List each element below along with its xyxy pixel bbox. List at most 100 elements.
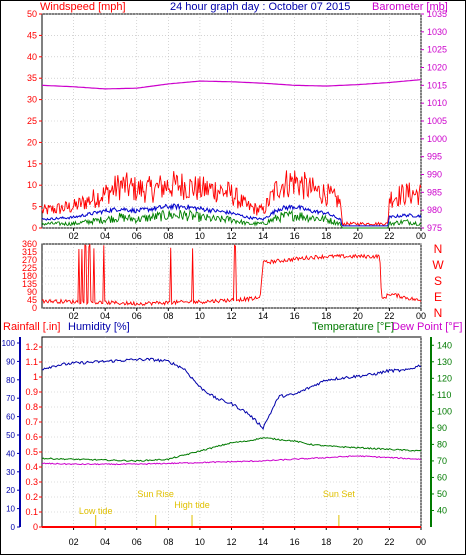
- temperature-tick-label: 80: [437, 439, 447, 449]
- temperature-label: Temperature [°F]: [312, 321, 394, 333]
- x-tick-label: 20: [353, 311, 363, 321]
- rainfall-tick-label: 0.4: [25, 462, 38, 472]
- barometer-tick-label: 1015: [427, 80, 447, 90]
- x-tick-label: 04: [100, 311, 110, 321]
- humidity-tick-label: 70: [6, 394, 15, 403]
- humidity-tick-label: 0: [11, 523, 16, 532]
- x-tick-label: 02: [69, 537, 79, 547]
- event-label: Sun Rise: [137, 489, 174, 499]
- x-tick-label: 06: [132, 537, 142, 547]
- rainfall-tick-label: 0.9: [25, 387, 38, 397]
- direction-tick-label: 0: [32, 303, 37, 313]
- humidity-tick-label: 10: [6, 505, 15, 514]
- rainfall-tick-label: 0.2: [25, 492, 38, 502]
- temperature-tick-label: 130: [437, 357, 452, 367]
- x-tick-label: 00: [416, 537, 426, 547]
- humidity-tick-label: 90: [6, 357, 15, 366]
- x-tick-label: 12: [226, 311, 236, 321]
- humidity-tick-label: 100: [2, 339, 16, 348]
- windspeed-tick-label: 25: [27, 116, 37, 126]
- humidity-tick-label: 60: [6, 413, 15, 422]
- temperature-tick-label: 110: [437, 390, 451, 400]
- dewpoint-series: [41, 455, 421, 466]
- direction-tick-label: 315: [22, 247, 37, 257]
- x-tick-label: 10: [195, 231, 205, 241]
- x-tick-label: 00: [416, 311, 426, 321]
- humidity-tick-label: 80: [6, 376, 15, 385]
- direction-tick-label: 360: [22, 239, 37, 249]
- windspeed-label: Windspeed [mph]: [40, 1, 126, 13]
- direction-tick-label: 270: [22, 255, 37, 265]
- barometer-tick-label: 995: [427, 152, 442, 162]
- temperature-series: [41, 437, 422, 463]
- x-tick-label: 08: [163, 231, 173, 241]
- x-tick-label: 04: [100, 231, 110, 241]
- wind-low-series: [41, 209, 422, 229]
- temperature-tick-label: 40: [437, 505, 447, 515]
- rainfall-label: Rainfall [.in]: [3, 321, 60, 333]
- wind-gust-series: [41, 170, 422, 227]
- rain-humidity-temperature-panel: 0 0.1 0.2 0.3 0.4 0.5 0.6 0.7 0.8 0.9 1 1.1 1.2 0 10 20…: [2, 336, 452, 547]
- rainfall-tick-label: 0.1: [25, 507, 38, 517]
- rainfall-tick-label: 0.6: [25, 432, 38, 442]
- x-tick-label: 08: [163, 311, 173, 321]
- temperature-tick-label: 100: [437, 406, 452, 416]
- x-tick-label: 16: [290, 231, 300, 241]
- barometer-tick-label: 985: [427, 187, 442, 197]
- temperature-tick-label: 140: [437, 340, 452, 350]
- x-tick-label: 22: [384, 311, 394, 321]
- temperature-tick-label: 50: [437, 489, 447, 499]
- x-tick-label: 18: [321, 231, 331, 241]
- x-tick-label: 08: [163, 537, 173, 547]
- rainfall-tick-label: 0.7: [25, 417, 38, 427]
- direction-tick-label: 180: [22, 271, 37, 281]
- rainfall-tick-label: 1.2: [25, 342, 38, 352]
- windspeed-tick-label: 20: [27, 137, 37, 147]
- barometer-tick-label: 1030: [427, 27, 447, 37]
- rainfall-tick-label: 1.1: [25, 357, 38, 367]
- temperature-tick-label: 70: [437, 456, 447, 466]
- temperature-tick-label: 90: [437, 423, 447, 433]
- windspeed-tick-label: 0: [32, 223, 37, 233]
- x-tick-label: 12: [226, 537, 236, 547]
- humidity-tick-label: 40: [6, 449, 15, 458]
- compass-label: S: [434, 274, 442, 288]
- humidity-series: [42, 357, 422, 431]
- x-tick-label: 16: [290, 311, 300, 321]
- x-tick-label: 12: [226, 231, 236, 241]
- x-tick-label: 10: [195, 537, 205, 547]
- compass-label: N: [434, 306, 443, 320]
- windspeed-tick-label: 45: [27, 30, 37, 40]
- barometer-tick-label: 980: [427, 205, 442, 215]
- x-tick-label: 22: [384, 537, 394, 547]
- barometer-tick-label: 1005: [427, 116, 447, 126]
- dewpoint-label: Dew Point [°F]: [392, 321, 462, 333]
- barometer-tick-label: 1020: [427, 63, 447, 73]
- windspeed-tick-label: 10: [27, 180, 37, 190]
- windspeed-tick-label: 50: [27, 9, 37, 19]
- direction-tick-label: 90: [27, 287, 37, 297]
- windspeed-tick-label: 30: [27, 95, 37, 105]
- x-tick-label: 16: [290, 537, 300, 547]
- x-tick-label: 10: [195, 311, 205, 321]
- barometer-label: Barometer [mb]: [372, 1, 448, 13]
- x-tick-label: 18: [321, 537, 331, 547]
- x-tick-label: 02: [69, 311, 79, 321]
- humidity-label: Humidity [%]: [68, 321, 130, 333]
- rainfall-tick-label: 0.5: [25, 447, 38, 457]
- x-tick-label: 18: [321, 311, 331, 321]
- barometer-tick-label: 1000: [427, 134, 447, 144]
- x-tick-label: 20: [353, 537, 363, 547]
- compass-label: W: [432, 258, 444, 272]
- barometer-tick-label: 1010: [427, 98, 447, 108]
- x-tick-label: 14: [258, 311, 268, 321]
- rainfall-tick-label: 0.3: [25, 477, 38, 487]
- compass-label: E: [434, 290, 442, 304]
- windspeed-tick-label: 40: [27, 52, 37, 62]
- wind-average-series: [41, 203, 422, 227]
- x-tick-label: 14: [258, 231, 268, 241]
- humidity-tick-label: 20: [6, 486, 15, 495]
